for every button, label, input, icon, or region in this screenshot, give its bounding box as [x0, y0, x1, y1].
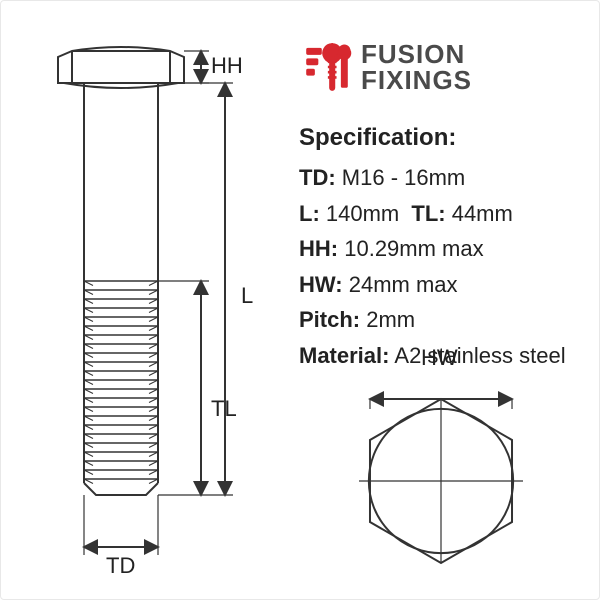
viewport: FUSION FIXINGS Specification: TD: M16 - … [0, 0, 600, 600]
dim-label-tl: TL [211, 396, 237, 422]
technical-drawing [1, 1, 600, 601]
dim-label-td: TD [106, 553, 135, 579]
dim-label-l: L [241, 283, 253, 309]
dim-label-hw: HW [421, 345, 458, 371]
dim-label-hh: HH [211, 53, 243, 79]
